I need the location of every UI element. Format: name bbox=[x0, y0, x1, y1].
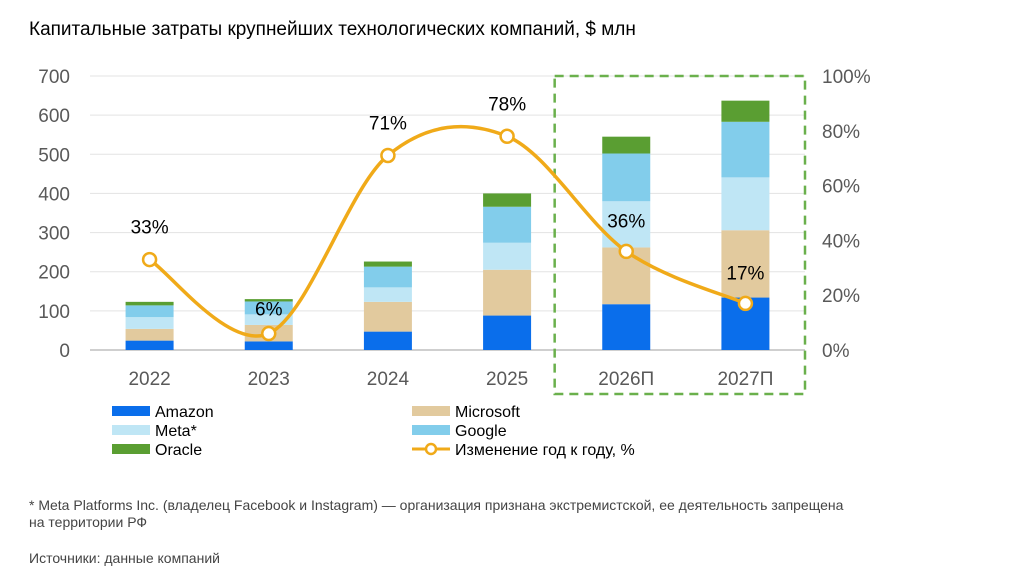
source: Источники: данные компаний bbox=[29, 550, 220, 566]
bar-segment-oracle bbox=[721, 100, 770, 122]
y-right-tick-label: 0% bbox=[822, 341, 850, 362]
legend-label: Google bbox=[455, 423, 507, 440]
y-left-tick-label: 600 bbox=[38, 106, 70, 127]
x-tick-label: 2024 bbox=[367, 369, 410, 390]
bar-segment-microsoft bbox=[483, 269, 532, 316]
y-left-tick-label: 100 bbox=[38, 302, 70, 323]
y-left-tick-label: 700 bbox=[38, 67, 70, 88]
yoy-data-label: 36% bbox=[607, 211, 645, 232]
bar-segment-google bbox=[244, 301, 293, 315]
legend-label: Microsoft bbox=[455, 404, 520, 421]
chart-title: Капитальные затраты крупнейших технологи… bbox=[29, 19, 636, 40]
y-right-tick-label: 80% bbox=[822, 122, 860, 143]
x-tick-label: 2023 bbox=[248, 369, 290, 390]
bar-segment-amazon bbox=[363, 331, 412, 350]
legend-swatch bbox=[112, 444, 150, 454]
legend-swatch bbox=[112, 406, 150, 416]
legend-swatch bbox=[412, 425, 450, 435]
y-left-tick-label: 200 bbox=[38, 263, 70, 284]
yoy-point bbox=[618, 243, 634, 260]
bar-segment-google bbox=[125, 305, 174, 318]
bar-segment-amazon bbox=[125, 340, 174, 350]
bar-segment-meta bbox=[721, 177, 770, 231]
x-tick-label: 2027П bbox=[717, 369, 773, 390]
legend-line-marker bbox=[424, 442, 438, 456]
bar-segment-meta bbox=[483, 242, 532, 270]
yoy-point bbox=[737, 295, 754, 312]
y-right-tick-label: 40% bbox=[822, 231, 860, 252]
bar-segment-amazon bbox=[483, 315, 532, 350]
bar-segment-meta bbox=[363, 287, 412, 302]
legend-swatch bbox=[112, 425, 150, 435]
legend-label: Amazon bbox=[155, 404, 214, 421]
x-tick-label: 2025 bbox=[486, 369, 528, 390]
bar-segment-google bbox=[483, 206, 532, 243]
yoy-data-label: 33% bbox=[131, 218, 169, 239]
bar-segment-meta bbox=[125, 317, 174, 329]
y-right-tick-label: 60% bbox=[822, 177, 860, 198]
y-right-tick-label: 20% bbox=[822, 286, 860, 307]
footnote-line2: на территории РФ bbox=[29, 514, 147, 530]
bar-segment-google bbox=[363, 266, 412, 288]
legend-label: Meta* bbox=[155, 423, 197, 440]
bar-segment-microsoft bbox=[721, 230, 770, 298]
yoy-change-line bbox=[148, 124, 747, 338]
bar-segment-oracle bbox=[244, 299, 293, 302]
y-left-tick-label: 300 bbox=[38, 224, 70, 245]
bar-segment-amazon bbox=[244, 341, 293, 350]
y-left-tick-label: 400 bbox=[38, 184, 70, 205]
yoy-point bbox=[141, 251, 158, 268]
legend-swatch bbox=[412, 406, 450, 416]
bar-segment-amazon bbox=[602, 304, 651, 350]
bar-segment-microsoft bbox=[125, 328, 174, 341]
bar-segment-oracle bbox=[602, 136, 651, 154]
y-left-tick-label: 0 bbox=[59, 341, 70, 362]
yoy-point bbox=[499, 128, 515, 145]
yoy-point bbox=[261, 325, 277, 342]
legend-label: Изменение год к году, % bbox=[455, 442, 635, 459]
bar-segment-oracle bbox=[483, 193, 532, 207]
yoy-data-label: 78% bbox=[488, 94, 526, 115]
yoy-data-label: 6% bbox=[255, 300, 283, 321]
x-tick-label: 2026П bbox=[598, 369, 654, 390]
yoy-point bbox=[380, 147, 396, 164]
bar-segment-oracle bbox=[363, 261, 412, 267]
yoy-data-label: 71% bbox=[369, 113, 407, 134]
forecast-highlight-box bbox=[553, 74, 807, 396]
bar-segment-google bbox=[602, 153, 651, 202]
footnote: * Meta Platforms Inc. (владелец Facebook… bbox=[29, 497, 844, 513]
x-tick-label: 2022 bbox=[128, 369, 170, 390]
legend-label: Oracle bbox=[155, 442, 202, 459]
bar-segment-google bbox=[721, 121, 770, 178]
bar-segment-oracle bbox=[125, 301, 174, 306]
yoy-data-label: 17% bbox=[726, 263, 764, 284]
bar-segment-microsoft bbox=[363, 301, 412, 332]
y-right-tick-label: 100% bbox=[822, 67, 871, 88]
y-left-tick-label: 500 bbox=[38, 145, 70, 166]
bar-segment-meta bbox=[244, 314, 293, 325]
